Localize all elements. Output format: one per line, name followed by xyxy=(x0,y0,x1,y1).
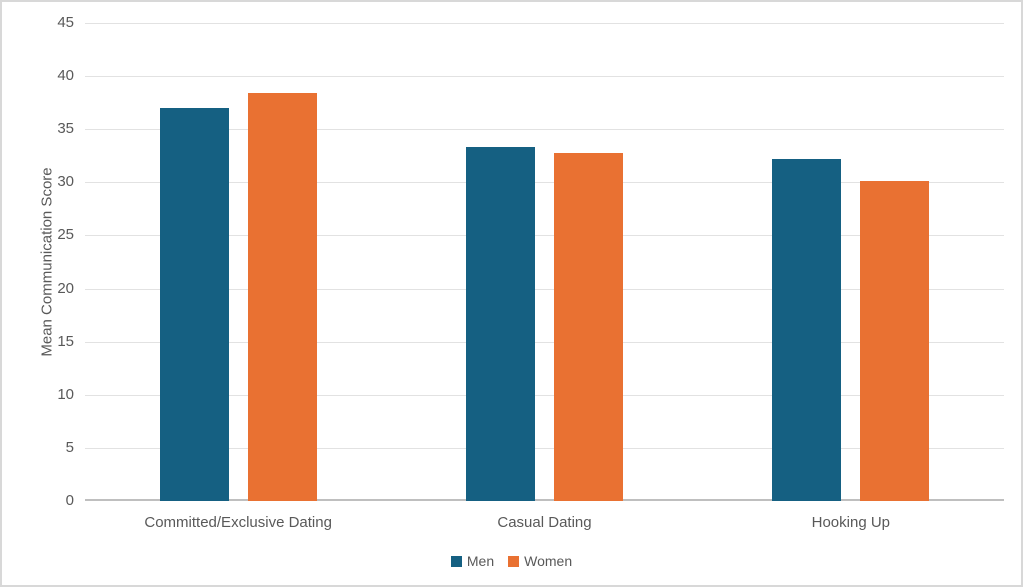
y-axis-title: Mean Communication Score xyxy=(38,167,56,357)
bar-women-1 xyxy=(247,93,317,501)
gridline-35 xyxy=(85,129,1004,130)
legend-label-women: Women xyxy=(524,553,573,569)
legend-swatch-women xyxy=(508,555,520,567)
gridline-30 xyxy=(85,182,1004,183)
legend-item-women: Women xyxy=(508,553,572,569)
y-tick-label-10: 10 xyxy=(57,386,74,403)
y-tick-label-35: 35 xyxy=(57,120,74,137)
bar-group-1 xyxy=(85,23,391,501)
gridline-25 xyxy=(85,235,1004,236)
bar-men-2 xyxy=(465,147,535,501)
x-category-label-2: Casual Dating xyxy=(497,514,592,531)
x-axis-line xyxy=(85,499,1004,501)
y-tick-label-25: 25 xyxy=(57,226,74,243)
legend: Men Women xyxy=(2,553,1021,569)
y-tick-label-30: 30 xyxy=(57,173,74,190)
gridline-20 xyxy=(85,289,1004,290)
y-tick-label-5: 5 xyxy=(65,439,74,456)
bar-group-2 xyxy=(391,23,697,501)
y-tick-label-40: 40 xyxy=(57,67,74,84)
bar-men-1 xyxy=(159,108,229,501)
legend-swatch-men xyxy=(450,555,462,567)
y-tick-label-20: 20 xyxy=(57,280,74,297)
y-tick-label-0: 0 xyxy=(65,492,74,509)
bar-women-3 xyxy=(860,181,930,501)
bar-men-3 xyxy=(772,159,842,501)
x-category-label-1: Committed/Exclusive Dating xyxy=(144,514,332,531)
gridline-15 xyxy=(85,342,1004,343)
gridline-5 xyxy=(85,448,1004,449)
gridline-40 xyxy=(85,76,1004,77)
gridline-10 xyxy=(85,395,1004,396)
legend-item-men: Men xyxy=(450,553,495,569)
y-tick-label-15: 15 xyxy=(57,333,74,350)
plot-area xyxy=(85,23,1004,501)
legend-label-men: Men xyxy=(466,553,495,569)
gridline-45 xyxy=(85,23,1004,24)
x-category-label-3: Hooking Up xyxy=(811,514,891,531)
y-tick-label-45: 45 xyxy=(57,14,74,31)
bar-group-3 xyxy=(698,23,1004,501)
bar-women-2 xyxy=(553,152,623,501)
